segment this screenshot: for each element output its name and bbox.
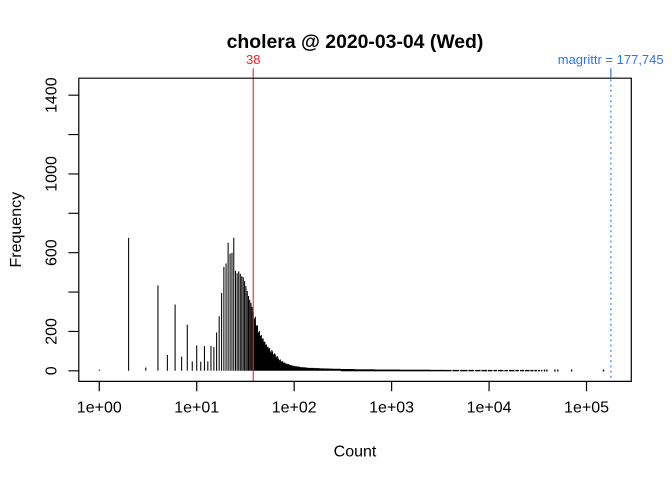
svg-text:1e+00: 1e+00 xyxy=(77,399,122,416)
svg-text:magrittr = 177,745: magrittr = 177,745 xyxy=(558,52,664,67)
svg-text:1e+04: 1e+04 xyxy=(467,399,512,416)
svg-text:1e+05: 1e+05 xyxy=(564,399,609,416)
svg-text:Count: Count xyxy=(334,443,377,460)
svg-text:600: 600 xyxy=(43,239,60,266)
svg-text:1e+01: 1e+01 xyxy=(174,399,219,416)
svg-text:Frequency: Frequency xyxy=(8,192,25,268)
svg-text:38: 38 xyxy=(246,52,260,67)
svg-text:200: 200 xyxy=(43,318,60,345)
svg-text:0: 0 xyxy=(43,366,60,375)
svg-text:1400: 1400 xyxy=(43,77,60,113)
svg-text:1e+03: 1e+03 xyxy=(369,399,414,416)
svg-text:cholera @ 2020-03-04 (Wed): cholera @ 2020-03-04 (Wed) xyxy=(227,31,484,53)
svg-text:1e+02: 1e+02 xyxy=(272,399,317,416)
svg-text:1000: 1000 xyxy=(43,156,60,192)
